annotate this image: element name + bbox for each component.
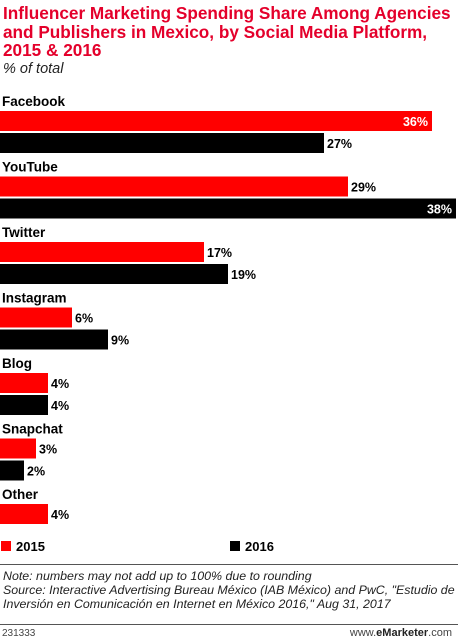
bar-facebook-2016 (0, 133, 324, 153)
footer-source: Source: Interactive Advertising Bureau M… (3, 583, 455, 611)
category-label-other: Other (2, 487, 39, 502)
footer-note: Note: numbers may not add up to 100% due… (3, 569, 312, 583)
legend-label-2016: 2016 (245, 539, 274, 554)
brand-link[interactable]: www.eMarketer.com (350, 627, 452, 639)
bar-instagram-2015 (0, 307, 72, 328)
value-label-blog-2016: 4% (51, 399, 69, 413)
chart-title: Influencer Marketing Spending Share Amon… (3, 3, 451, 60)
bar-chart: Facebook 36% 27% YouTube 29% 38% Twitter 17% 19%… (0, 94, 456, 524)
value-label-instagram-2016: 9% (111, 334, 129, 348)
value-label-other-2015: 4% (51, 508, 69, 522)
bar-twitter-2016 (0, 264, 228, 284)
bar-blog-2016 (0, 395, 48, 415)
value-label-facebook-2015: 36% (403, 115, 428, 129)
footer-divider-bottom (0, 624, 458, 625)
legend-label-2015: 2015 (16, 539, 45, 554)
category-label-facebook: Facebook (2, 94, 66, 109)
value-label-blog-2015: 4% (51, 377, 69, 391)
category-label-youtube: YouTube (2, 160, 58, 175)
value-label-facebook-2016: 27% (327, 137, 352, 151)
footer-notes: Note: numbers may not add up to 100% due… (3, 569, 455, 611)
value-label-snapchat-2015: 3% (39, 443, 57, 457)
brand-prefix: www. (349, 627, 377, 639)
brand-name: eMarketer (376, 627, 429, 639)
legend-swatch-2015 (1, 541, 11, 551)
chart-id: 231333 (2, 628, 36, 639)
bar-snapchat-2016 (0, 460, 24, 481)
bar-instagram-2016 (0, 329, 108, 350)
category-label-blog: Blog (2, 356, 32, 371)
category-label-instagram: Instagram (2, 291, 67, 306)
value-label-snapchat-2016: 2% (27, 465, 45, 479)
value-label-twitter-2016: 19% (231, 268, 256, 282)
value-label-instagram-2015: 6% (75, 312, 93, 326)
legend-swatch-2016 (230, 541, 240, 551)
brand-suffix: .com (428, 627, 452, 639)
chart-subtitle: % of total (3, 61, 64, 77)
category-label-twitter: Twitter (2, 225, 46, 240)
bar-twitter-2015 (0, 242, 204, 262)
bar-facebook-2015 (0, 111, 432, 131)
bar-snapchat-2015 (0, 438, 36, 459)
value-label-twitter-2015: 17% (207, 246, 232, 260)
bar-youtube-2016 (0, 198, 456, 219)
value-label-youtube-2016: 38% (427, 203, 452, 217)
footer-divider-top (0, 564, 458, 565)
category-label-snapchat: Snapchat (2, 422, 63, 437)
bar-other-2015 (0, 504, 48, 524)
bar-blog-2015 (0, 373, 48, 393)
bar-youtube-2015 (0, 176, 348, 197)
value-label-youtube-2015: 29% (351, 181, 376, 195)
